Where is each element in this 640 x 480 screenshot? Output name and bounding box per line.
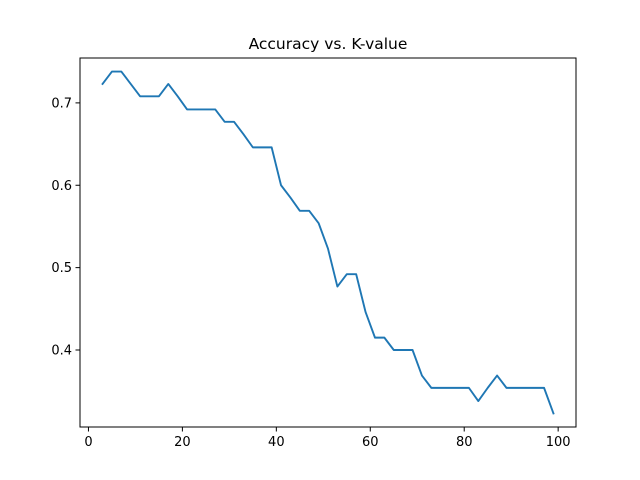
y-tick-label: 0.4 [51,343,72,358]
x-tick-label: 60 [362,435,379,450]
y-tick-label: 0.7 [51,96,72,111]
x-tick-label: 40 [268,435,285,450]
x-tick-label: 100 [546,435,571,450]
chart-title: Accuracy vs. K-value [249,35,408,53]
y-tick-label: 0.6 [51,179,72,194]
x-tick-label: 0 [84,435,92,450]
y-tick-label: 0.5 [51,261,72,276]
axes-frame [79,57,577,428]
series-line-0 [101,70,555,415]
plot-area: 0 20 40 60 80 100 0.4 0.5 0.6 0.7 [51,57,577,450]
x-tick-label: 20 [174,435,191,450]
x-tick-label: 80 [456,435,473,450]
